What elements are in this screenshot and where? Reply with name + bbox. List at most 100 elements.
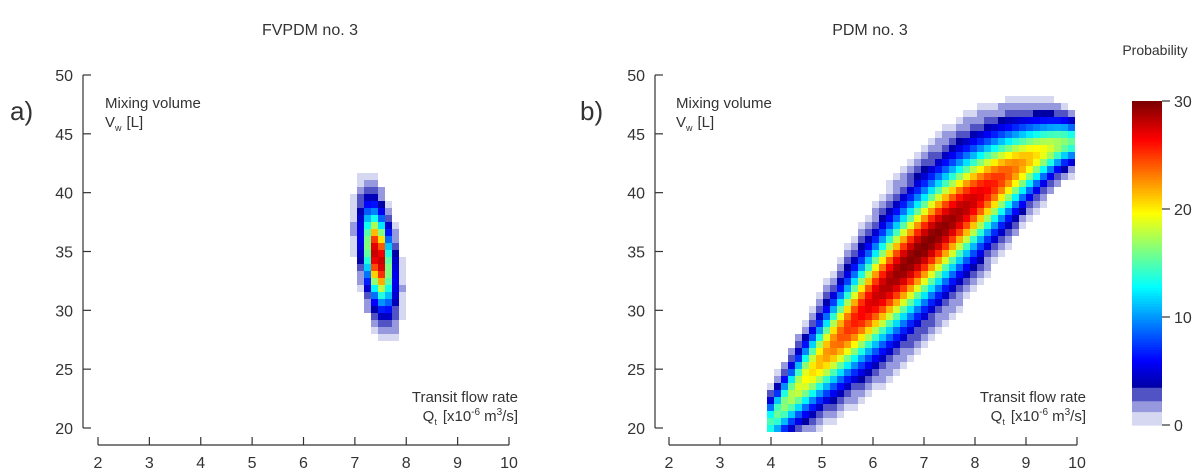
heatmap-cell [1054, 110, 1061, 117]
colorbar-segment [1132, 222, 1162, 226]
heatmap-cell [1040, 201, 1047, 208]
heatmap-cell [357, 236, 364, 243]
heatmap-cell [984, 173, 991, 180]
x-tick-label: 4 [767, 455, 776, 472]
heatmap-cell [371, 264, 378, 271]
heatmap-cell [823, 397, 830, 404]
heatmap-cell [788, 411, 795, 418]
heatmap-cell [963, 292, 970, 299]
heatmap-cell [949, 208, 956, 215]
heatmap-cell [858, 397, 865, 404]
colorbar-tick-label: 10 [1174, 310, 1192, 327]
heatmap-cell [914, 334, 921, 341]
heatmap-cell [809, 341, 816, 348]
heatmap-cell [1054, 103, 1061, 110]
colorbar-segment [1132, 368, 1162, 372]
x-tick-label: 8 [971, 455, 980, 472]
heatmap-cell [1005, 243, 1012, 250]
heatmap-cell [949, 159, 956, 166]
heatmap-cell [914, 306, 921, 313]
heatmap-cell [963, 124, 970, 131]
colorbar-segment [1132, 389, 1162, 394]
heatmap-cell [851, 292, 858, 299]
heatmap-cell [977, 201, 984, 208]
heatmap-cell [928, 243, 935, 250]
heatmap-cell [357, 229, 364, 236]
y-axis-label: Mixing volume [676, 95, 772, 112]
heatmap-cell [977, 173, 984, 180]
heatmap-cell [886, 320, 893, 327]
colorbar-segment [1132, 416, 1162, 421]
heatmap-cell [935, 327, 942, 334]
heatmap-cell [942, 166, 949, 173]
heatmap-cell [977, 145, 984, 152]
heatmap-cell [907, 264, 914, 271]
heatmap-cell [907, 166, 914, 173]
heatmap-cell [928, 194, 935, 201]
heatmap-cell [991, 110, 998, 117]
heatmap-cell [795, 418, 802, 425]
heatmap-cell [1047, 131, 1054, 138]
heatmap-cell [1068, 110, 1075, 117]
heatmap-cell [963, 208, 970, 215]
heatmap-cell [963, 131, 970, 138]
heatmap-cell [802, 411, 809, 418]
heatmap-cell [991, 159, 998, 166]
heatmap-cell [767, 404, 774, 411]
colorbar-segment [1132, 179, 1162, 183]
heatmap-cell [788, 355, 795, 362]
heatmap-cell [998, 236, 1005, 243]
colorbar-segment [1132, 133, 1162, 137]
heatmap-cell [830, 369, 837, 376]
heatmap-cell [879, 355, 886, 362]
colorbar-segment [1132, 376, 1162, 380]
colorbar-segment [1132, 155, 1162, 159]
heatmap-cell [893, 215, 900, 222]
heatmap-cell [914, 285, 921, 292]
y-tick-label: 35 [55, 245, 73, 262]
heatmap-cell [914, 299, 921, 306]
heatmap-cell [970, 271, 977, 278]
heatmap-cell [858, 229, 865, 236]
heatmap-cell [844, 306, 851, 313]
heatmap-cell [1054, 124, 1061, 131]
colorbar-tick-label: 20 [1174, 202, 1192, 219]
heatmap-cell [977, 229, 984, 236]
heatmap-cell [998, 138, 1005, 145]
heatmap-cell [364, 299, 371, 306]
heatmap-cell [886, 292, 893, 299]
heatmap-cell [1068, 117, 1075, 124]
colorbar-segment [1132, 333, 1162, 337]
heatmap-cell [872, 236, 879, 243]
heatmap-cell [928, 320, 935, 327]
heatmap-cell [1047, 187, 1054, 194]
heatmap-cell [970, 264, 977, 271]
heatmap-cell [795, 383, 802, 390]
heatmap-cell [879, 348, 886, 355]
heatmap-cell [893, 201, 900, 208]
heatmap-cell [935, 236, 942, 243]
heatmap-cell [357, 201, 364, 208]
x-tick-label: 6 [299, 455, 308, 472]
heatmap-cell [788, 390, 795, 397]
heatmap-cell [844, 320, 851, 327]
heatmap-cell [872, 243, 879, 250]
heatmap-cell [921, 145, 928, 152]
heatmap-cell [392, 250, 399, 257]
heatmap-cell [858, 369, 865, 376]
heatmap-cell [935, 215, 942, 222]
colorbar-segment [1132, 236, 1162, 240]
colorbar-segment [1132, 192, 1162, 197]
heatmap-cell [1061, 159, 1068, 166]
colorbar-segment [1132, 214, 1162, 218]
heatmap-cell [1019, 138, 1026, 145]
heatmap-cell [935, 250, 942, 257]
heatmap-cell [977, 264, 984, 271]
heatmap-cell [977, 187, 984, 194]
y-axis-label-subscript: w [114, 123, 122, 133]
heatmap-cell [886, 229, 893, 236]
heatmap-cell [865, 250, 872, 257]
heatmap-cell [893, 292, 900, 299]
y-tick-label: 25 [627, 362, 645, 379]
